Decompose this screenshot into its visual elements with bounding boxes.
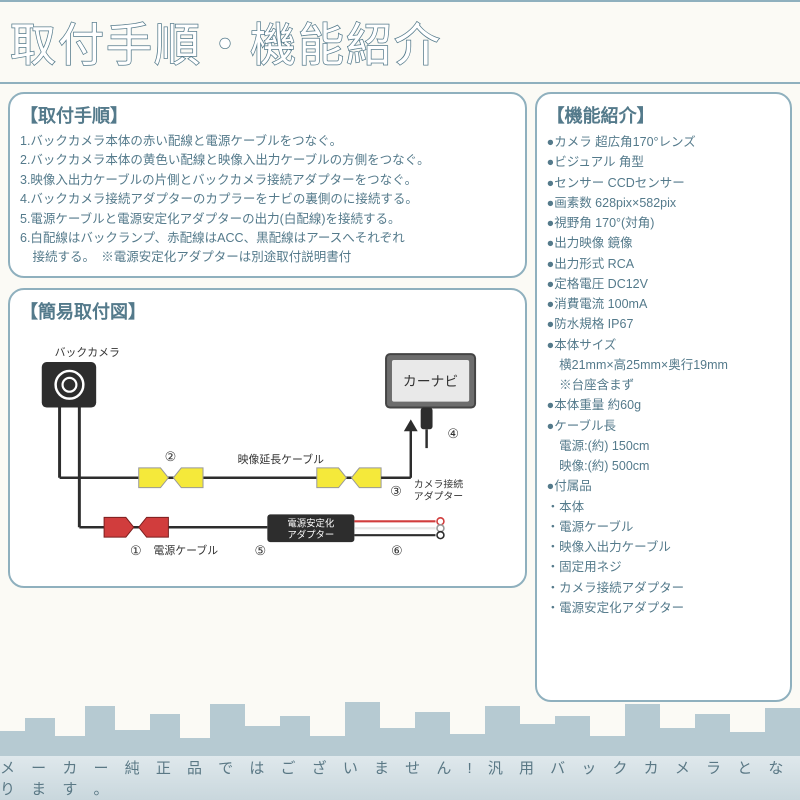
diagram-heading: 【簡易取付図】 (20, 298, 515, 324)
video-cable-label: 映像延長ケーブル (238, 452, 324, 466)
content-row: 【取付手順】 1.バックカメラ本体の赤い配線と電源ケーブルをつなぐ。 2.バック… (0, 84, 800, 720)
camera-adapter-label-2: アダプター (414, 489, 463, 502)
wiring-diagram: バックカメラ カーナビ ② 映像延長ケーブル (20, 328, 515, 588)
skyline-icon (0, 696, 800, 756)
step-6b: 接続する。 ※電源安定化アダプターは別途取付説明書付 (20, 248, 515, 267)
num-5: ⑤ (254, 543, 266, 558)
step-3: 3.映像入出力ケーブルの片側とバックカメラ接続アダプターをつなぐ。 (20, 171, 515, 190)
red-plug-2-icon (139, 517, 169, 537)
spec-item: 映像:(約) 500cm (547, 456, 780, 476)
page-title: 取付手順・機能紹介 (0, 0, 800, 84)
yellow-plug-4-icon (351, 468, 381, 488)
yellow-plug-2-icon (173, 468, 203, 488)
step-1: 1.バックカメラ本体の赤い配線と電源ケーブルをつなぐ。 (20, 132, 515, 151)
diagram-box: 【簡易取付図】 バックカメラ カーナビ ② 映像延長 (8, 288, 527, 588)
specs-box: 【機能紹介】 ●カメラ 超広角170°レンズ●ビジュアル 角型●センサー CCD… (535, 92, 792, 702)
num-6: ⑥ (391, 543, 403, 558)
spec-item: ●定格電圧 DC12V (547, 274, 780, 294)
spec-item: ・カメラ接続アダプター (547, 578, 780, 598)
spec-item: 電源:(約) 150cm (547, 436, 780, 456)
step-2: 2.バックカメラ本体の黄色い配線と映像入出力ケーブルの方側をつなぐ。 (20, 151, 515, 170)
terminal-black-icon (437, 531, 444, 538)
step-4: 4.バックカメラ接続アダプターのカプラーをナビの裏側のに接続する。 (20, 190, 515, 209)
spec-item: ・固定用ネジ (547, 557, 780, 577)
num-2: ② (165, 449, 177, 464)
stabilizer-label-2: アダプター (287, 529, 334, 540)
navi-plug-icon (404, 419, 418, 431)
spec-item: ・電源ケーブル (547, 517, 780, 537)
spec-item: ●出力形式 RCA (547, 254, 780, 274)
install-steps-box: 【取付手順】 1.バックカメラ本体の赤い配線と電源ケーブルをつなぐ。 2.バック… (8, 92, 527, 278)
spec-item: ●付属品 (547, 476, 780, 496)
spec-item: ●本体重量 約60g (547, 395, 780, 415)
right-column: 【機能紹介】 ●カメラ 超広角170°レンズ●ビジュアル 角型●センサー CCD… (535, 92, 792, 712)
spec-item: ●ビジュアル 角型 (547, 152, 780, 172)
num-4: ④ (447, 426, 459, 441)
spec-item: ●センサー CCDセンサー (547, 173, 780, 193)
spec-item: ・電源安定化アダプター (547, 598, 780, 618)
stabilizer-label-1: 電源安定化 (287, 517, 334, 528)
spec-item: ※台座含まず (547, 375, 780, 395)
step-5: 5.電源ケーブルと電源安定化アダプターの出力(白配線)を接続する。 (20, 210, 515, 229)
spec-item: ●出力映像 鏡像 (547, 233, 780, 253)
navi-label: カーナビ (403, 372, 458, 388)
yellow-plug-3-icon (317, 468, 347, 488)
spec-item: ●画素数 628pix×582pix (547, 193, 780, 213)
spec-item: ●防水規格 IP67 (547, 314, 780, 334)
spec-item: ●視野角 170°(対角) (547, 213, 780, 233)
camera-body-icon (42, 362, 96, 408)
spec-item: ・本体 (547, 497, 780, 517)
terminal-white-icon (437, 524, 444, 531)
spec-item: ●カメラ 超広角170°レンズ (547, 132, 780, 152)
num-3: ③ (390, 483, 402, 498)
spec-item: ●消費電流 100mA (547, 294, 780, 314)
footer-disclaimer: メ ー カ ー 純 正 品 で は ご ざ い ま せ ん ! 汎 用 バ ッ … (0, 756, 800, 800)
power-cable-label: 電源ケーブル (154, 543, 219, 557)
yellow-plug-1-icon (139, 468, 169, 488)
specs-heading: 【機能紹介】 (547, 102, 780, 128)
spec-item: ●本体サイズ (547, 335, 780, 355)
install-steps-list: 1.バックカメラ本体の赤い配線と電源ケーブルをつなぐ。 2.バックカメラ本体の黄… (20, 132, 515, 268)
num-1: ① (130, 543, 142, 558)
red-plug-1-icon (104, 517, 134, 537)
spec-item: ●ケーブル長 (547, 416, 780, 436)
spec-item: ・映像入出力ケーブル (547, 537, 780, 557)
step-6a: 6.白配線はバックランプ、赤配線はACC、黒配線はアースへそれぞれ (20, 229, 515, 248)
specs-list: ●カメラ 超広角170°レンズ●ビジュアル 角型●センサー CCDセンサー●画素… (547, 132, 780, 618)
camera-label: バックカメラ (55, 346, 120, 359)
camera-adapter-label-1: カメラ接続 (414, 477, 464, 490)
install-heading: 【取付手順】 (20, 102, 515, 128)
navi-connector-icon (421, 407, 433, 429)
spec-item: 横21mm×高25mm×奥行19mm (547, 355, 780, 375)
terminal-red-icon (437, 517, 444, 524)
left-column: 【取付手順】 1.バックカメラ本体の赤い配線と電源ケーブルをつなぐ。 2.バック… (8, 92, 527, 712)
